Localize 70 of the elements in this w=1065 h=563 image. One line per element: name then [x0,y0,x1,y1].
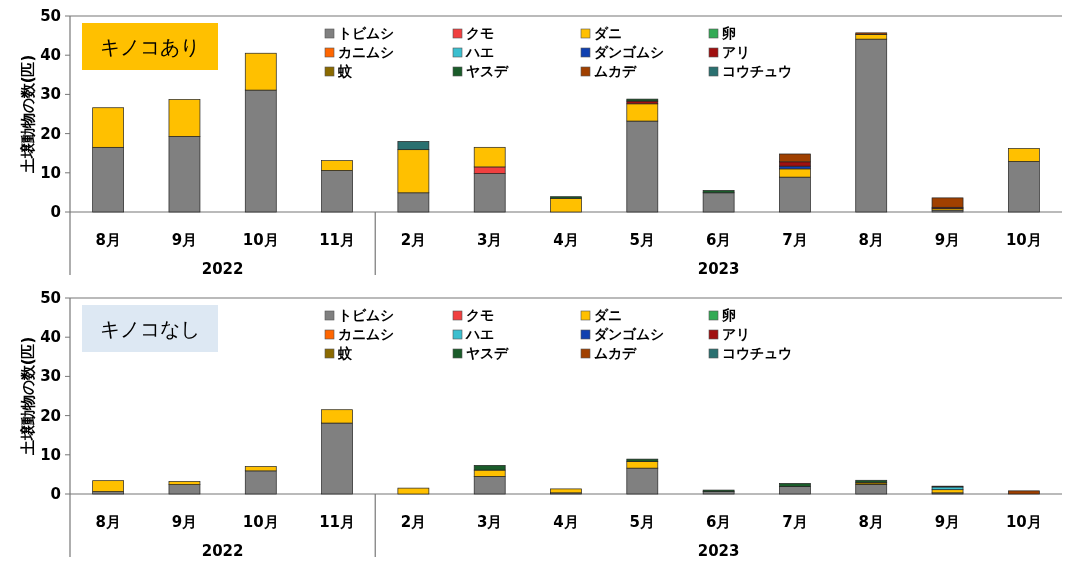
x-tick-label: 9月 [171,231,198,249]
legend-label: 蚊 [337,345,353,361]
x-tick-label: 10月 [1005,231,1042,249]
x-tick-label: 9月 [934,231,961,249]
legend-label: ダニ [594,307,622,323]
legend-label: アリ [722,44,750,60]
y-tick-label: 20 [40,406,61,425]
x-tick-label: 9月 [934,513,961,531]
x-tick-label: 8月 [858,231,884,249]
y-tick-label: 40 [40,328,61,347]
y-tick-label: 30 [40,85,61,104]
x-tick-label: 3月 [476,231,503,249]
x-tick-label: 8月 [95,231,121,249]
x-tick-label: 10月 [242,513,279,531]
legend-label: トビムシ [338,25,394,41]
legend-label: コウチュウ [722,345,792,361]
text: キノコなし [100,317,200,341]
legend-label: ダンゴムシ [594,44,664,60]
x-tick-label: 6月 [705,513,732,531]
x-tick-label: 11月 [319,231,356,249]
x-tick-label: 10月 [1005,513,1042,531]
y-tick-label: 0 [50,485,61,503]
legend-label: ムカデ [594,63,637,79]
legend-label: ハエ [465,326,494,342]
legend-label: ハエ [465,44,494,60]
legend-label: ムカデ [594,345,637,361]
y-tick-label: 20 [40,124,61,143]
y-tick-label: 50 [40,7,61,25]
y-tick-label: 10 [40,163,61,182]
legend-label: クモ [466,307,494,323]
x-tick-label: 10月 [242,231,279,249]
legend-label: 卵 [721,307,736,323]
x-tick-label: 9月 [171,513,198,531]
legend-label: クモ [466,25,494,41]
y-tick-label: 30 [40,367,61,386]
legend-label: カニムシ [338,326,394,342]
y-tick-label: 40 [40,46,61,65]
y-axis-title: 土壌動物の数(匹) [19,54,37,175]
x-tick-label: 8月 [858,513,884,531]
y-tick-label: 0 [50,203,61,221]
x-tick-label: 11月 [319,513,356,531]
legend-label: カニムシ [338,44,394,60]
x-tick-label: 4月 [553,231,579,249]
legend-label: コウチュウ [722,63,792,79]
text: キノコあり [100,35,200,59]
x-tick-label: 6月 [705,231,732,249]
x-tick-label: 8月 [95,513,121,531]
legend-label: 卵 [721,25,736,41]
x-tick-label: 2月 [400,513,427,531]
x-tick-label: 3月 [476,513,503,531]
x-tick-label: 5月 [629,231,656,249]
x-tick-label: 5月 [629,513,656,531]
text: 2023 [697,260,740,278]
legend-label: トビムシ [338,307,394,323]
y-tick-label: 10 [40,445,61,464]
y-tick-label: 50 [40,289,61,307]
legend-label: ダンゴムシ [594,326,664,342]
x-tick-label: 4月 [553,513,579,531]
x-tick-label: 2月 [400,231,427,249]
legend-label: ヤスデ [466,63,509,79]
text: 2022 [201,542,244,560]
text: 2023 [697,542,740,560]
text: 2022 [201,260,244,278]
legend-label: 蚊 [337,63,353,79]
x-tick-label: 7月 [782,231,808,249]
legend-label: ダニ [594,25,622,41]
legend-label: アリ [722,326,750,342]
legend-label: ヤスデ [466,345,509,361]
x-tick-label: 7月 [782,513,808,531]
y-axis-title: 土壌動物の数(匹) [19,336,37,457]
